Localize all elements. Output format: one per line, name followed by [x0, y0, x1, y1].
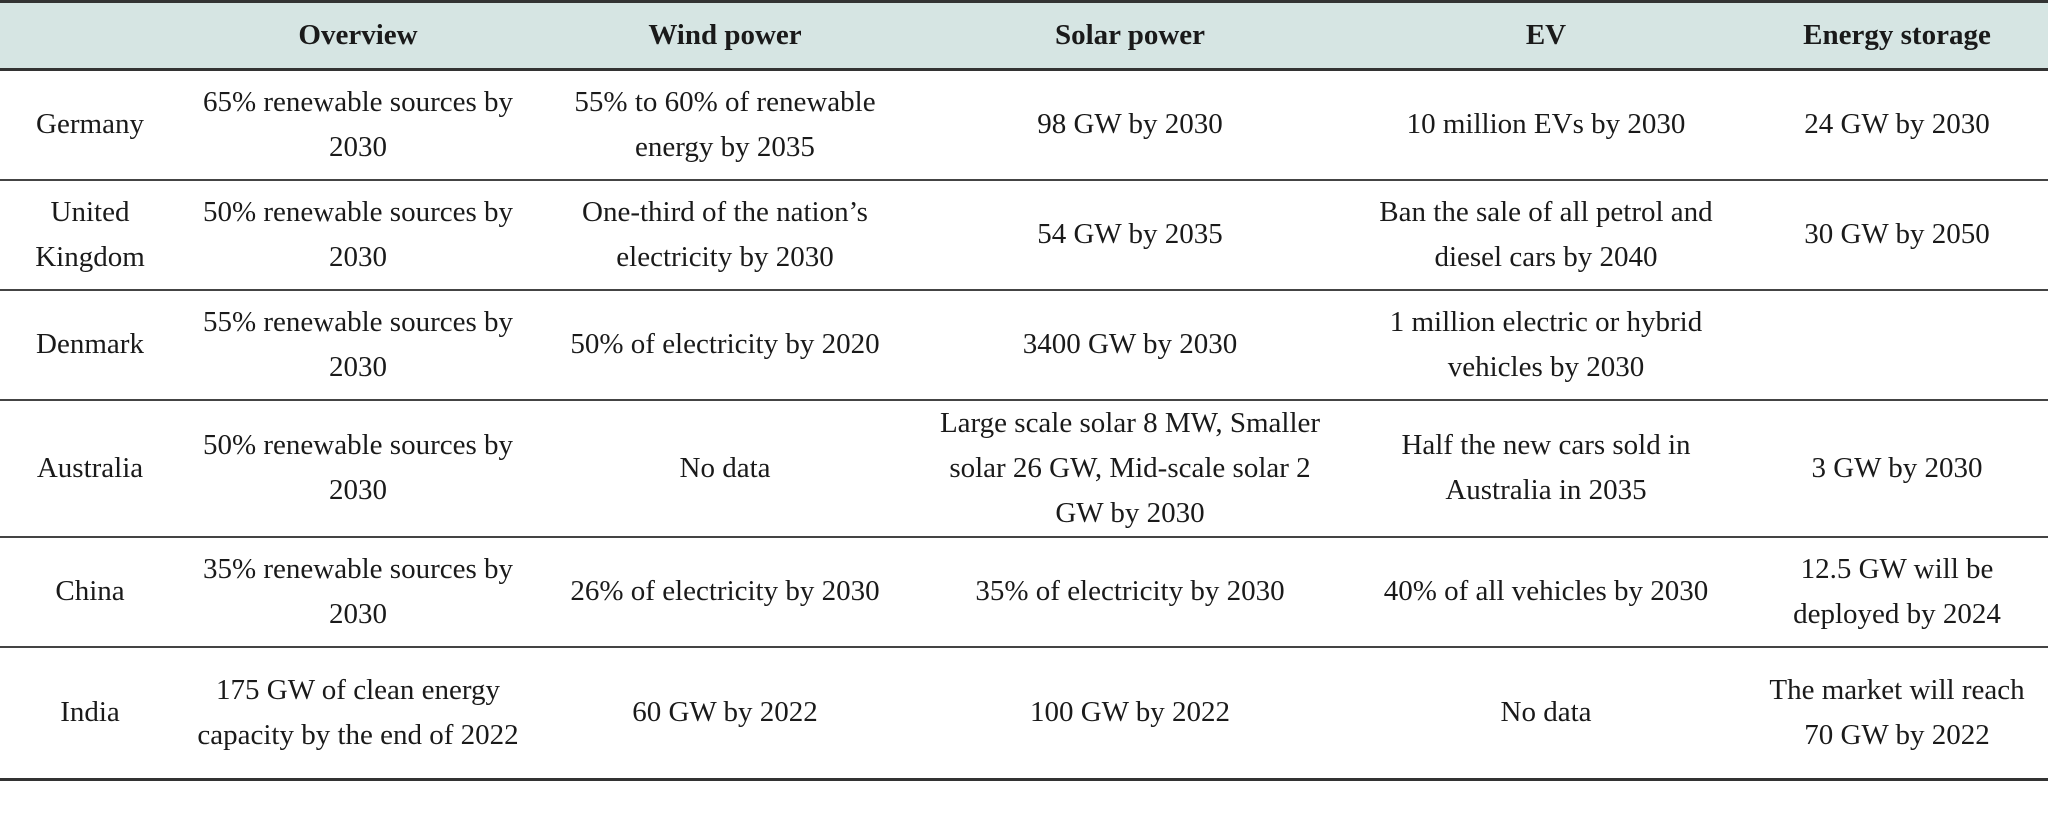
wind-power-cell: 26% of electricity by 2030: [536, 536, 914, 648]
overview-cell: 65% renewable sources by 2030: [180, 69, 536, 181]
overview-cell: 50% renewable sources by 2030: [180, 179, 536, 291]
solar-power-cell: Large scale solar 8 MW, Smaller solar 26…: [914, 399, 1346, 538]
overview-cell: 35% renewable sources by 2030: [180, 536, 536, 648]
header-overview: Overview: [180, 0, 536, 71]
overview-cell: 175 GW of clean energy capacity by the e…: [180, 646, 536, 781]
country-cell: Australia: [0, 399, 180, 538]
country-cell: India: [0, 646, 180, 781]
table-row-india: India 175 GW of clean energy capacity by…: [0, 646, 2048, 781]
wind-power-cell: 55% to 60% of renewable energy by 2035: [536, 69, 914, 181]
country-cell: Denmark: [0, 289, 180, 401]
wind-power-cell: No data: [536, 399, 914, 538]
table-row-china: China 35% renewable sources by 2030 26% …: [0, 536, 2048, 648]
ev-cell: 40% of all vehicles by 2030: [1346, 536, 1746, 648]
energy-storage-cell: 3 GW by 2030: [1746, 399, 2048, 538]
table-body: Germany 65% renewable sources by 2030 55…: [0, 69, 2048, 781]
energy-storage-cell: [1746, 289, 2048, 401]
energy-storage-cell: 12.5 GW will be deployed by 2024: [1746, 536, 2048, 648]
table-row-united-kingdom: United Kingdom 50% renewable sources by …: [0, 179, 2048, 291]
ev-cell: Half the new cars sold in Australia in 2…: [1346, 399, 1746, 538]
table-row-australia: Australia 50% renewable sources by 2030 …: [0, 399, 2048, 538]
ev-cell: 10 million EVs by 2030: [1346, 69, 1746, 181]
ev-cell: Ban the sale of all petrol and diesel ca…: [1346, 179, 1746, 291]
energy-storage-cell: 24 GW by 2030: [1746, 69, 2048, 181]
ev-cell: 1 million electric or hybrid vehicles by…: [1346, 289, 1746, 401]
solar-power-cell: 54 GW by 2035: [914, 179, 1346, 291]
overview-cell: 55% renewable sources by 2030: [180, 289, 536, 401]
solar-power-cell: 3400 GW by 2030: [914, 289, 1346, 401]
energy-storage-cell: 30 GW by 2050: [1746, 179, 2048, 291]
table-header: Overview Wind power Solar power EV Energ…: [0, 0, 2048, 71]
country-cell: United Kingdom: [0, 179, 180, 291]
overview-cell: 50% renewable sources by 2030: [180, 399, 536, 538]
energy-storage-cell: The market will reach 70 GW by 2022: [1746, 646, 2048, 781]
wind-power-cell: One-third of the nation’s electricity by…: [536, 179, 914, 291]
header-solar-power: Solar power: [914, 0, 1346, 71]
country-cell: China: [0, 536, 180, 648]
header-country: [0, 0, 180, 71]
country-cell: Germany: [0, 69, 180, 181]
header-energy-storage: Energy storage: [1746, 0, 2048, 71]
table-row-germany: Germany 65% renewable sources by 2030 55…: [0, 69, 2048, 181]
ev-cell: No data: [1346, 646, 1746, 781]
header-ev: EV: [1346, 0, 1746, 71]
solar-power-cell: 35% of electricity by 2030: [914, 536, 1346, 648]
table-row-denmark: Denmark 55% renewable sources by 2030 50…: [0, 289, 2048, 401]
solar-power-cell: 100 GW by 2022: [914, 646, 1346, 781]
solar-power-cell: 98 GW by 2030: [914, 69, 1346, 181]
renewable-policy-table: Overview Wind power Solar power EV Energ…: [0, 0, 2048, 781]
header-wind-power: Wind power: [536, 0, 914, 71]
header-row: Overview Wind power Solar power EV Energ…: [0, 0, 2048, 71]
wind-power-cell: 60 GW by 2022: [536, 646, 914, 781]
wind-power-cell: 50% of electricity by 2020: [536, 289, 914, 401]
